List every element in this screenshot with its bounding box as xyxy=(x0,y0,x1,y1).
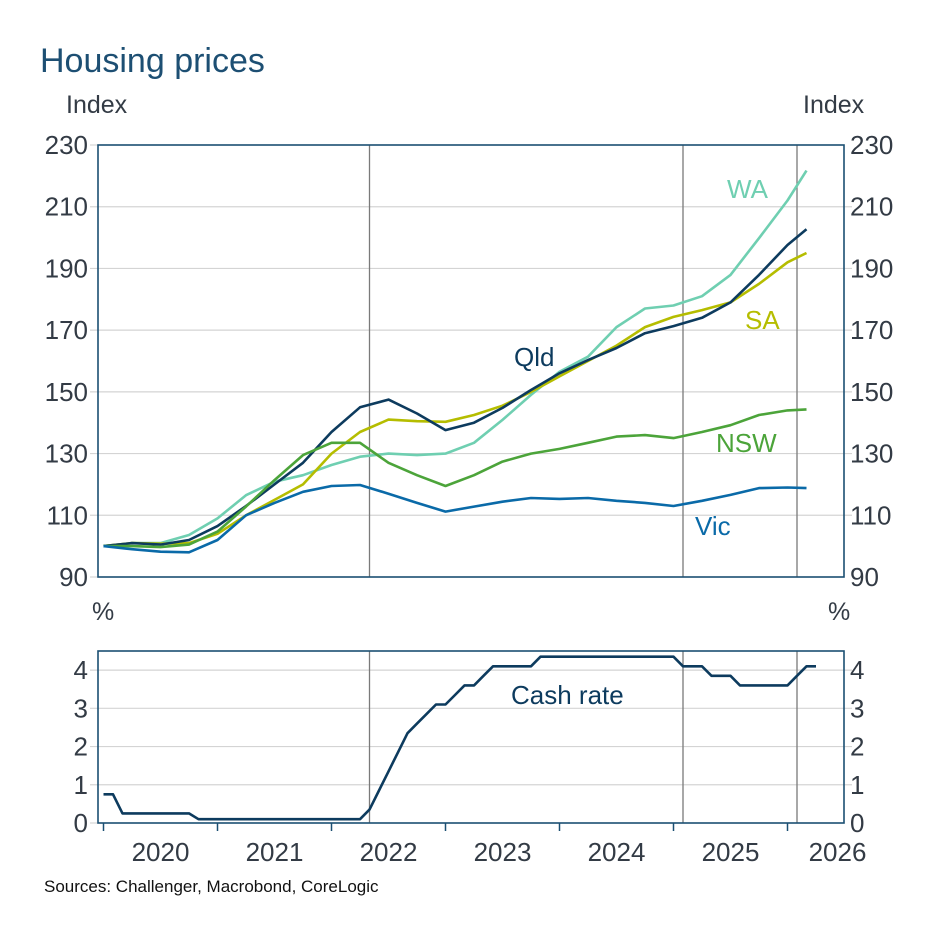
y-tick-label-right: 230 xyxy=(850,130,893,160)
series-label-cash-rate: Cash rate xyxy=(511,680,624,710)
x-tick-label: 2026 xyxy=(809,837,867,867)
series-line-wa xyxy=(103,169,808,548)
series-label-wa: WA xyxy=(727,174,769,204)
y-tick-label-left: 170 xyxy=(45,315,88,345)
y-tick-label-left: 230 xyxy=(45,130,88,160)
x-tick-label: 2020 xyxy=(132,837,190,867)
series-label-nsw: NSW xyxy=(716,428,777,458)
y-tick-label-left: 130 xyxy=(45,439,88,469)
y-tick-label-right: 0 xyxy=(850,808,864,838)
x-tick-label: 2025 xyxy=(702,837,760,867)
y-tick-label-left: 0 xyxy=(74,808,88,838)
series-line-cash-rate xyxy=(103,655,816,821)
y-tick-label-left: 150 xyxy=(45,377,88,407)
y-axis-label-left-bottom: % xyxy=(92,598,115,626)
y-axis-label-right-bottom: % xyxy=(828,598,851,626)
y-tick-label-left: 4 xyxy=(74,655,88,685)
y-tick-label-right: 1 xyxy=(850,770,864,800)
sources-note: Sources: Challenger, Macrobond, CoreLogi… xyxy=(44,877,379,896)
x-tick-label: 2024 xyxy=(588,837,646,867)
y-tick-label-left: 2 xyxy=(74,732,88,762)
y-axis-label-right-top: Index xyxy=(803,91,865,119)
y-tick-label-left: 210 xyxy=(45,192,88,222)
y-tick-label-right: 2 xyxy=(850,732,864,762)
y-tick-label-left: 90 xyxy=(59,562,88,592)
series-line-vic xyxy=(103,483,807,554)
x-tick-label: 2021 xyxy=(246,837,304,867)
x-tick-label: 2022 xyxy=(360,837,418,867)
series-line-nsw xyxy=(103,408,807,549)
y-tick-label-left: 110 xyxy=(47,500,88,530)
y-tick-label-right: 170 xyxy=(850,315,893,345)
y-tick-label-left: 1 xyxy=(74,770,88,800)
y-tick-label-right: 150 xyxy=(850,377,893,407)
y-tick-label-right: 210 xyxy=(850,192,893,222)
plot-frame xyxy=(97,650,845,824)
chart-title: Housing prices xyxy=(40,42,265,80)
series-label-vic: Vic xyxy=(695,511,731,541)
y-tick-label-left: 3 xyxy=(74,693,88,723)
y-tick-label-left: 190 xyxy=(45,253,88,283)
series-label-sa: SA xyxy=(745,305,780,335)
y-tick-label-right: 130 xyxy=(850,439,893,469)
series-label-qld: Qld xyxy=(514,342,554,372)
series-line-qld xyxy=(103,228,808,548)
x-tick-label: 2023 xyxy=(474,837,532,867)
y-tick-label-right: 90 xyxy=(850,562,879,592)
y-tick-label-right: 3 xyxy=(850,693,864,723)
y-tick-label-right: 110 xyxy=(850,500,891,530)
plot-frame xyxy=(97,144,845,578)
y-tick-label-right: 4 xyxy=(850,655,864,685)
y-axis-label-left-top: Index xyxy=(66,91,128,119)
y-tick-label-right: 190 xyxy=(850,253,893,283)
series-line-sa xyxy=(103,251,808,548)
